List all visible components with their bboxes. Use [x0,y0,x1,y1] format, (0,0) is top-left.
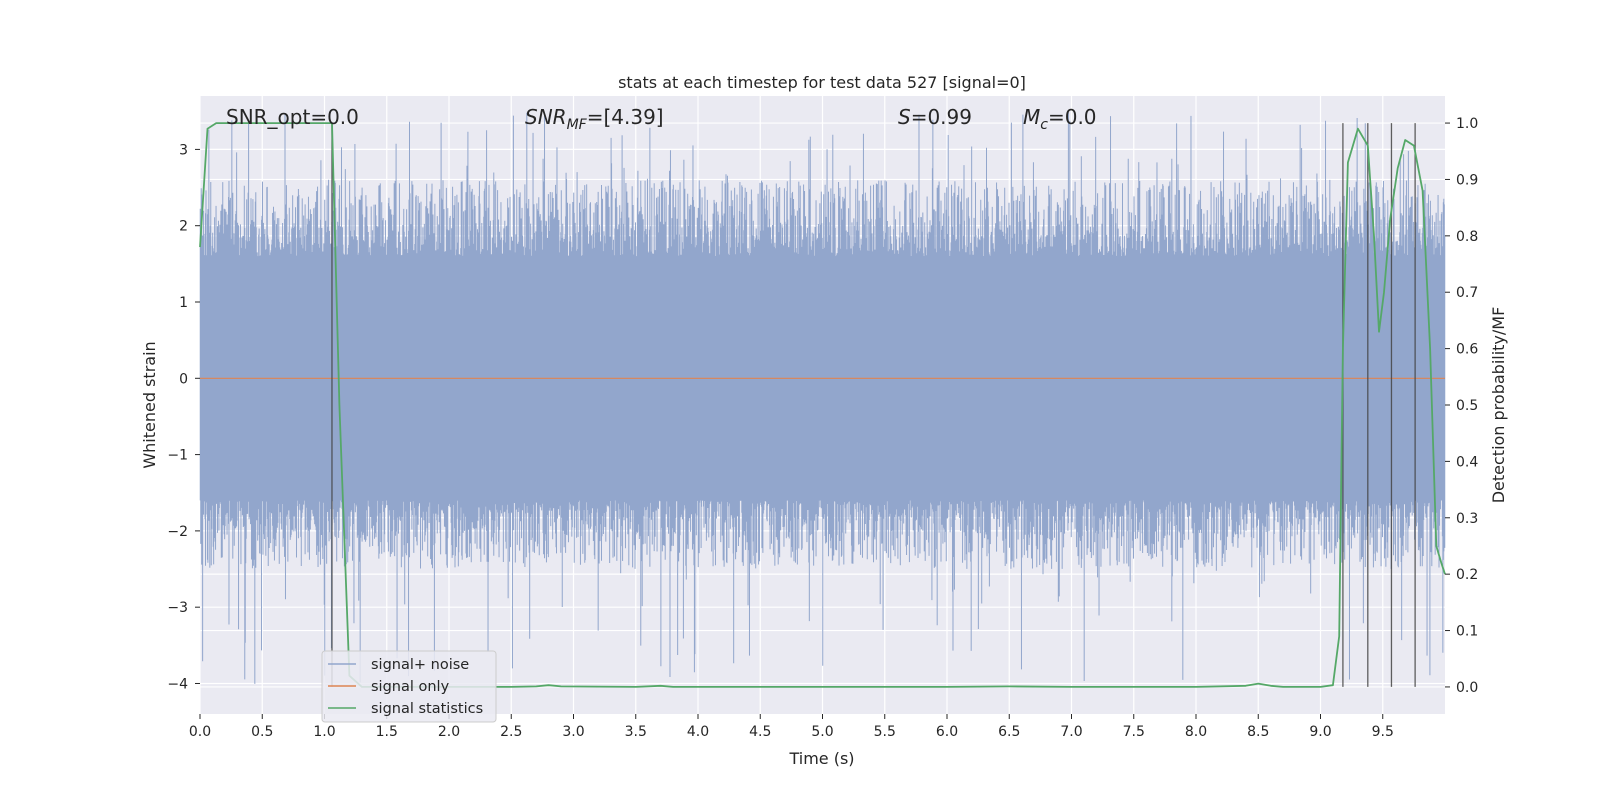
annotation-mc-value: =0.0 [1048,105,1097,129]
annotations: SNR_opt=0.0 SNRMF=[4.39] S=0.99 Mc=0.0 [226,105,1097,133]
x-tick-label-5: 2.5 [500,724,522,740]
x-tick-label-0: 0.0 [189,724,211,740]
y2-tick-label-2: 0.2 [1456,567,1478,583]
y2-tick-label-4: 0.4 [1456,454,1478,470]
x-tick-label-1: 0.5 [251,724,273,740]
annotation-snr-mf-subscript: MF [567,117,588,133]
axis-ticks: 0.0 0.5 1.0 1.5 2.0 2.5 3.0 3.5 4.0 4.5 5.0 5.5 6.0 6… [167,116,1478,740]
series-signal-statistics [199,122,1446,688]
x-tick-label-9: 4.5 [749,724,771,740]
x-tick-label-16: 8.0 [1185,724,1207,740]
y-tick-label-3: −1 [167,448,188,464]
annotation-s-symbol: S [898,105,911,129]
y-tick-label-6: 2 [179,219,188,235]
x-tick-label-6: 3.0 [562,724,584,740]
y-tick-label-4: 0 [179,371,188,387]
legend-label-signal-noise: signal+ noise [371,657,469,673]
x-axis-label: Time (s) [788,749,854,768]
legend-label-signal-only: signal only [371,679,450,695]
annotation-snr-opt: SNR_opt=0.0 [226,105,359,129]
x-tick-label-11: 5.5 [874,724,896,740]
y2-tick-label-6: 0.6 [1456,342,1478,358]
y-tick-label-7: 3 [179,142,188,158]
annotation-snr-mf: SNRMF=[4.39] [525,105,664,133]
annotation-s: S=0.99 [898,105,972,129]
x-tick-label-15: 7.5 [1123,724,1145,740]
x-tick-label-19: 9.5 [1372,724,1394,740]
y2-axis-label: Detection probability/MF [1489,307,1508,504]
legend-box [321,650,497,723]
y2-tick-label-1: 0.1 [1456,624,1478,640]
x-tick-label-8: 4.0 [687,724,709,740]
y-tick-label-0: −4 [167,676,188,692]
legend-label-signal-statistics: signal statistics [371,701,483,717]
x-tick-label-2: 1.0 [313,724,335,740]
y2-tick-label-8: 0.8 [1456,229,1478,245]
x-tick-label-10: 5.0 [811,724,833,740]
x-tick-label-4: 2.0 [438,724,460,740]
y2-tick-label-9: 0.9 [1456,172,1478,188]
y-axis-label: Whitened strain [140,341,159,468]
line-series [199,122,1446,688]
x-tick-label-12: 6.0 [936,724,958,740]
legend: signal+ noise signal only signal statist… [321,650,497,723]
y-tick-label-1: −3 [167,600,188,616]
y2-tick-label-3: 0.3 [1456,511,1478,527]
x-tick-label-18: 9.0 [1309,724,1331,740]
x-tick-label-3: 1.5 [376,724,398,740]
annotation-mc-subscript: c [1040,117,1048,133]
y-tick-label-5: 1 [179,295,188,311]
x-tick-label-13: 6.5 [998,724,1020,740]
annotation-snr-mf-symbol: SNR [525,105,567,129]
x-tick-label-14: 7.0 [1060,724,1082,740]
x-tick-label-17: 8.5 [1247,724,1269,740]
x-tick-label-7: 3.5 [625,724,647,740]
annotation-mc: Mc=0.0 [1023,105,1097,133]
annotation-snr-mf-value: =[4.39] [587,105,664,129]
y2-tick-label-0: 0.0 [1456,680,1478,696]
y2-tick-label-10: 1.0 [1456,116,1478,132]
y2-tick-label-7: 0.7 [1456,285,1478,301]
chart-title: stats at each timestep for test data 527… [618,73,1026,92]
y2-tick-label-5: 0.5 [1456,398,1478,414]
annotation-s-value: =0.99 [911,105,972,129]
annotation-mc-symbol: M [1023,105,1040,129]
y-tick-label-2: −2 [167,524,188,540]
